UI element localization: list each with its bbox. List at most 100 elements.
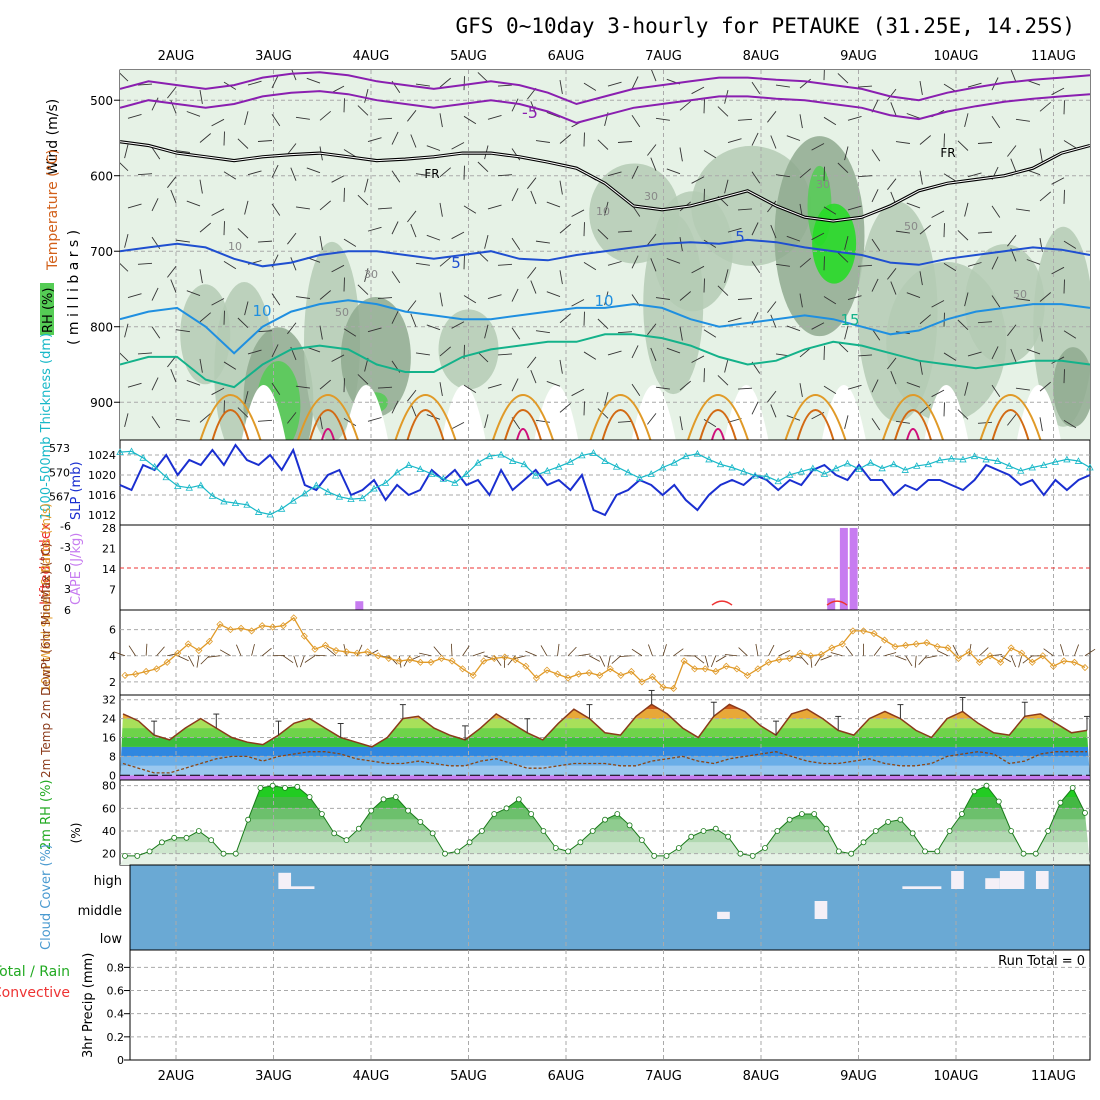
wind-barb xyxy=(799,78,811,89)
wind-barb xyxy=(170,279,177,293)
pressure-ticks: 500 600 700 800 900 xyxy=(90,94,120,410)
wind-barb xyxy=(631,115,641,128)
cloud-gap xyxy=(999,871,1025,889)
wind-barb xyxy=(890,281,897,295)
wind-barb xyxy=(823,296,837,305)
wind-barb xyxy=(666,168,681,175)
contour-label: 10 xyxy=(252,302,271,320)
thickness-marker xyxy=(924,460,933,468)
wind-barb xyxy=(295,296,310,299)
wind-speed-marker xyxy=(1018,649,1026,657)
wind-barb-10m xyxy=(599,655,606,667)
wind-barb-10m xyxy=(710,655,717,668)
wind-speed-marker xyxy=(828,644,836,652)
wind-barb xyxy=(837,73,849,84)
wind-barb xyxy=(919,135,931,145)
cloud-gap xyxy=(985,878,1000,889)
bottom-date-label: 9AUG xyxy=(840,1069,877,1084)
rh2m-marker xyxy=(552,845,559,851)
thickness-marker xyxy=(959,455,967,463)
cloud-gap xyxy=(1035,871,1049,889)
wind-speed-marker xyxy=(617,671,625,679)
precip-ticks: 0 0.2 0.4 0.6 0.8 xyxy=(107,961,130,1067)
precip-total-rain-label: Total / Rain xyxy=(0,964,70,980)
wind-barb xyxy=(991,205,1001,218)
wind-barb xyxy=(477,72,489,83)
wind-barb xyxy=(691,176,705,184)
wind-speed-marker xyxy=(564,674,572,682)
top-date-labels: 2AUG 3AUG 4AUG 5AUG 6AUG 7AUG 8AUG 9AUG 10AUG 11A… xyxy=(158,49,1076,64)
contour-label: FR xyxy=(424,167,439,181)
cape-tick-label: 14 xyxy=(102,563,116,576)
wind-barb-10m xyxy=(462,645,470,656)
rh2m-marker xyxy=(922,848,928,855)
wind-barb xyxy=(1010,70,1017,83)
wind-barb xyxy=(991,116,1001,129)
wind-barb xyxy=(811,143,825,151)
cloud-gap xyxy=(902,886,942,889)
contour-label: 10 xyxy=(596,205,610,218)
wind-barb xyxy=(679,100,691,111)
ylabel-temp2m: 2m Temp 2m DewPt (6hr Min/Max) (°C) xyxy=(39,543,53,778)
rh2m-marker xyxy=(602,816,608,823)
wind-barb xyxy=(407,110,417,122)
wind-barb xyxy=(331,85,345,94)
temp2m-tick-label: 16 xyxy=(102,732,116,745)
bottom-date-label: 7AUG xyxy=(645,1069,682,1084)
ylabel-wind: Wind (m/s) xyxy=(45,99,61,175)
ylabel-cape: CAPE (J/kg) xyxy=(69,533,84,605)
warm-contour xyxy=(492,394,554,440)
rh2m-marker xyxy=(835,848,842,855)
freezing-line-inner xyxy=(120,141,1090,222)
rh2m-marker xyxy=(626,822,633,829)
wind-barb xyxy=(857,354,873,357)
thickness-marker xyxy=(1074,457,1083,464)
wind-barb xyxy=(597,229,609,240)
wind-barb xyxy=(1015,387,1030,391)
thickness-marker xyxy=(670,458,678,466)
wind-barb-10m xyxy=(619,655,632,657)
wind-barb xyxy=(890,102,897,116)
wind-barb xyxy=(175,150,190,153)
wind-barb xyxy=(559,313,571,324)
warm-contour xyxy=(601,409,640,440)
cape-li-panel: -6 -3 0 3 6 7 14 21 28 Lifted Index CAPE (J/kg) xyxy=(38,520,1091,617)
contour-label: 5 xyxy=(735,228,745,246)
rh2m-marker xyxy=(774,828,781,834)
rh-band xyxy=(120,853,1090,865)
rh2m-marker xyxy=(885,819,891,825)
wind-speed-marker xyxy=(543,666,551,674)
rh2m-marker xyxy=(971,788,978,795)
rh2m-marker xyxy=(294,783,301,790)
wind-barb xyxy=(967,262,982,267)
wind-barb xyxy=(931,210,945,218)
wind-barb xyxy=(991,346,999,360)
wind-barb-10m xyxy=(1084,648,1096,657)
top-date-label: 8AUG xyxy=(743,49,780,64)
wind-speed-marker xyxy=(733,665,741,673)
wind-barb xyxy=(271,382,281,395)
wind-barb xyxy=(237,138,249,149)
wind-barb xyxy=(991,256,999,270)
top-date-label: 3AUG xyxy=(255,49,292,64)
wind-barb xyxy=(770,314,777,328)
rh2m-marker xyxy=(639,837,645,843)
wind-speed-marker xyxy=(701,665,709,673)
wind-barb xyxy=(650,258,657,272)
wind-barb xyxy=(127,293,142,298)
thickness-marker xyxy=(693,449,702,457)
wind-barb xyxy=(1026,348,1041,355)
rh2m-marker xyxy=(614,811,621,817)
wind-barb xyxy=(679,237,683,251)
thickness-marker xyxy=(358,494,367,502)
wind-barb-10m xyxy=(219,649,231,657)
rh2m-marker xyxy=(946,828,953,834)
lifted-index-line xyxy=(826,600,848,606)
isotherm-lines xyxy=(120,71,1090,440)
wind-speed-marker xyxy=(743,671,751,679)
precip-tick-label: 0.4 xyxy=(107,1008,125,1021)
wind-barb xyxy=(127,113,142,119)
wind-barb xyxy=(410,134,417,148)
wind-barb xyxy=(871,278,879,292)
wind-barb xyxy=(666,347,681,354)
